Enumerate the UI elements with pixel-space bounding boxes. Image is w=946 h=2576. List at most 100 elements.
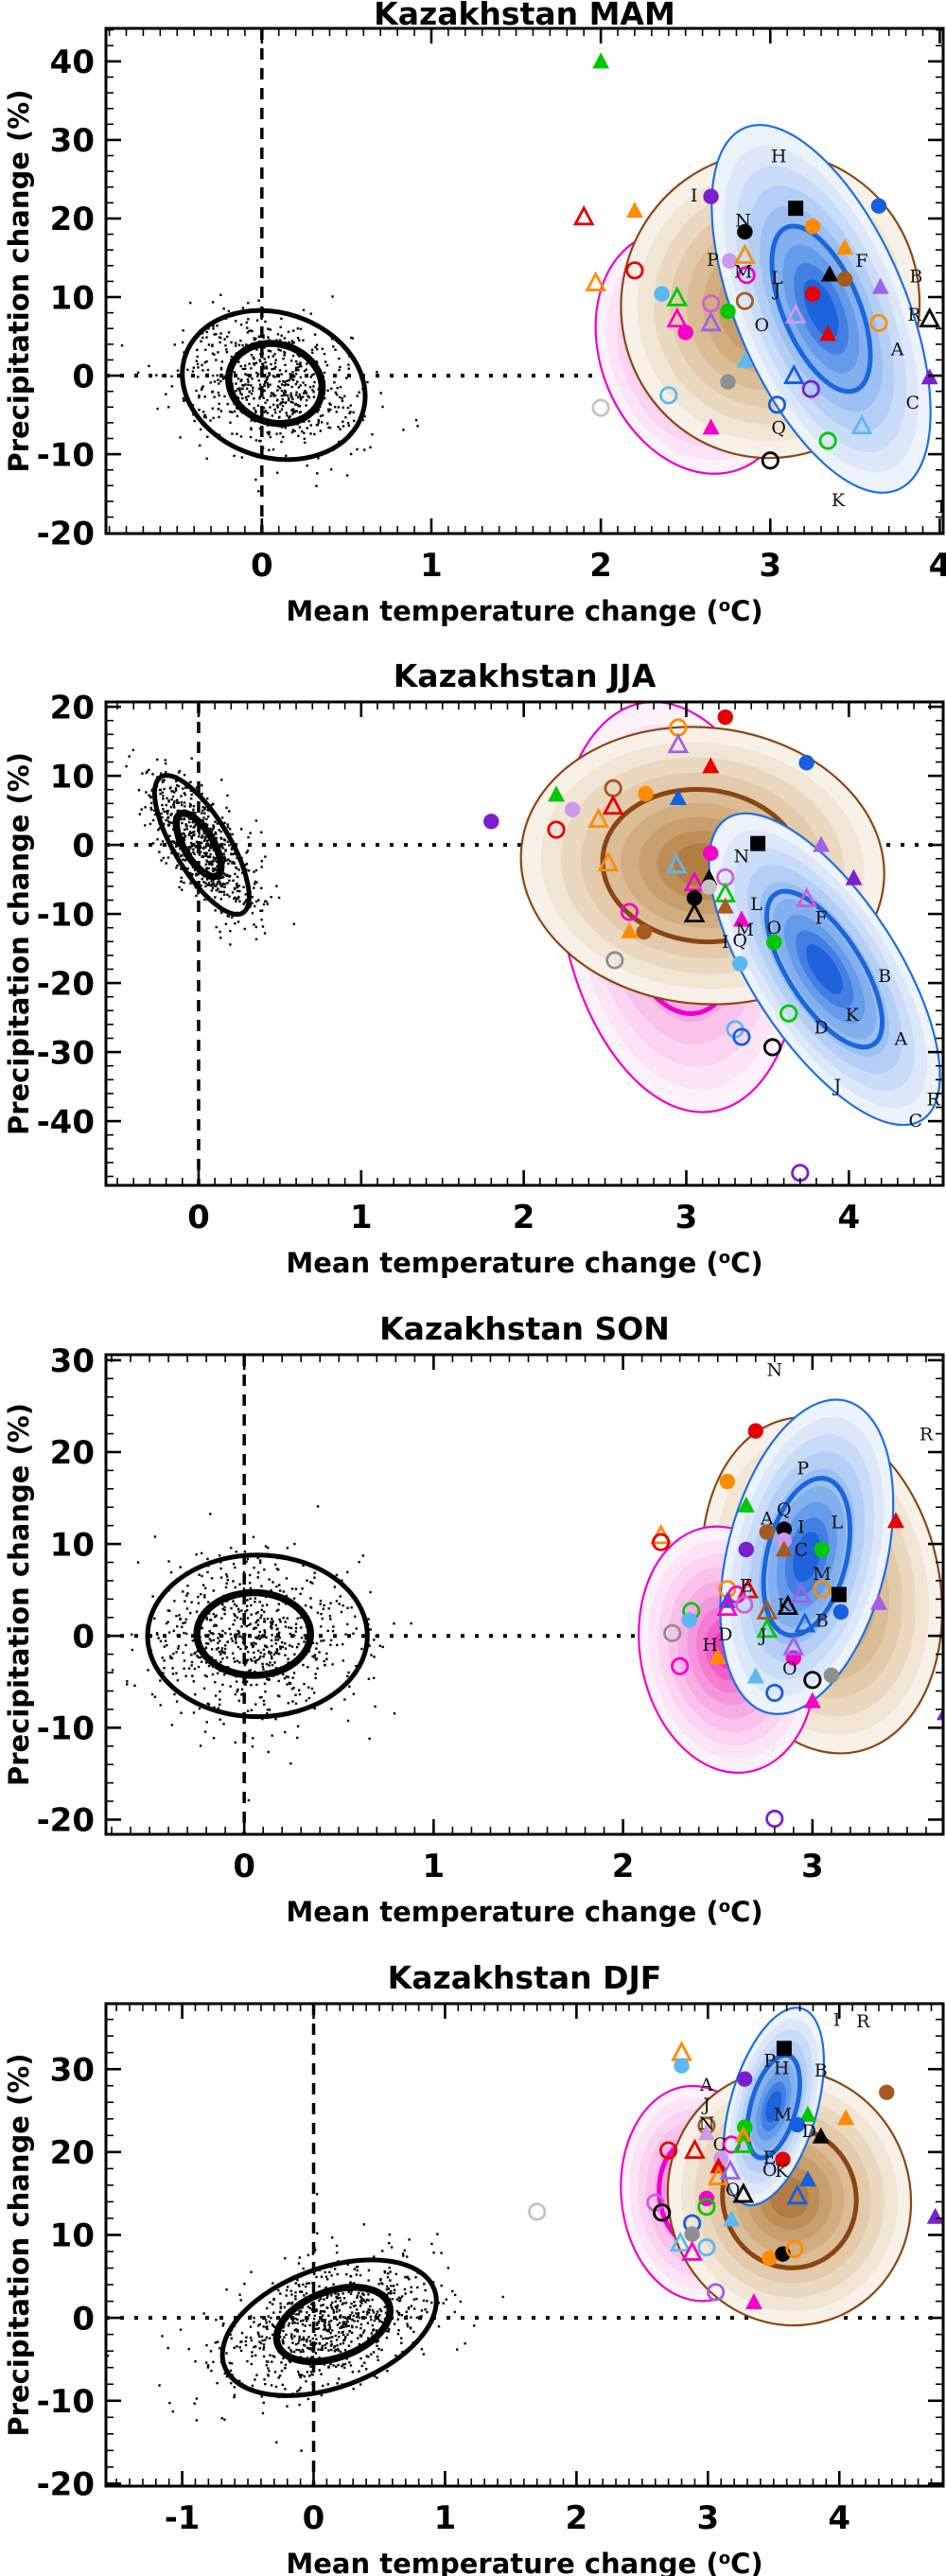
y-axis-label: Precipitation change (%) [3,2053,35,2436]
model-letter-H: H [774,2058,790,2078]
y-tick-label: -10 [37,2383,95,2421]
model-marker-violet-triangle-open [667,732,690,754]
plot-area: N L F M O I Q BKD A J RC [107,703,942,1184]
ensemble-ellipse-blue [708,812,941,1127]
model-marker-blue-circle-open [767,395,787,414]
y-tick-label: 10 [50,279,95,317]
y-tick-label: -20 [37,2466,95,2504]
model-marker-black-circle-open [762,1038,782,1057]
model-marker-orange-triangle [621,921,639,938]
model-marker-sky-circle [681,1612,697,1628]
model-marker-blue-triangle [798,2170,816,2187]
y-axis-label: Precipitation change (%) [3,752,35,1135]
model-letter-D: D [814,1018,828,1039]
tick-labels: 0 1 2 3 4 -20 -10 0 10 20 30 40 [37,44,946,585]
x-tick-label: 1 [423,1848,446,1885]
model-marker-plum-triangle-open [784,303,807,324]
panel-title: Kazakhstan SON [379,1310,670,1347]
model-letter-B: B [815,1611,829,1632]
model-letter-Q: Q [726,2180,741,2200]
y-tick-label: 0 [72,358,95,395]
x-axis-label: Mean temperature change (oC) [286,2548,762,2576]
plot-area: A B C D F H I J K LM N O P Q R [107,29,942,533]
model-letter-O: O [782,1658,797,1679]
model-marker-blue-triangle [669,788,687,805]
model-marker-red-circle [775,2151,791,2167]
model-letter-N: N [766,1359,782,1380]
model-markers [483,709,863,1183]
y-tick-label: 30 [50,1342,95,1380]
model-letter-A: A [760,1509,774,1530]
model-marker-red-circle-open [652,1533,671,1551]
model-letter-P: P [797,1458,809,1479]
plot-area: I R PH B AJ M N D C EOK Q [107,2005,942,2485]
x-tick-label: 3 [759,547,781,585]
model-letter-I: I [691,185,698,206]
model-marker-brown-circle-open [735,291,754,310]
y-tick-label: -10 [37,896,95,934]
model-marker-orchid-circle-open [701,294,721,313]
model-marker-sky-triangle [736,351,754,368]
model-marker-violet-triangle-open [700,310,722,332]
model-marker-blue-triangle-open [794,1612,816,1633]
model-marker-magenta-triangle-open [666,307,689,328]
plot-kazakhstan-mam: A B C D F H I J K LM N O P Q R 0 1 2 3 4 -20 -10 0 10 20 30 40 Kaza… [3,0,946,627]
model-marker-gray-circle [720,374,736,390]
model-letter-K: K [775,2161,789,2182]
model-marker-red-circle-open [659,2141,678,2160]
model-marker-green-triangle [548,785,566,802]
model-letter-O: O [766,918,781,938]
model-marker-violet-triangle-open [782,1635,805,1656]
ensemble-ellipse-blue [710,124,932,494]
model-marker-orange-triangle-open [587,807,610,828]
x-axis-label: Mean temperature change (oC) [286,595,762,627]
x-tick-label: -1 [165,2499,201,2537]
model-marker-orange-triangle [836,238,854,255]
model-marker-brown-circle [636,923,653,940]
y-tick-label: 20 [50,1434,95,1472]
model-marker-blue-circle [798,755,815,771]
model-marker-black-square [831,1586,847,1603]
plot-area: N R P A QI L CM E K B J DH O [107,1356,942,1833]
model-marker-lightgray-circle [701,879,717,895]
model-marker-magenta-triangle [745,2292,762,2309]
model-letter-N: N [735,210,751,231]
model-letter-N: N [699,2113,715,2134]
y-tick-label: 0 [72,2300,95,2338]
observed-uncertainty-ellipse [193,1588,314,1679]
model-marker-blue-circle-open [765,1683,784,1703]
model-marker-blue-circle-open [732,1027,751,1046]
model-marker-violet-triangle-open [790,1583,813,1603]
observed-uncertainty-ellipse [145,1552,370,1720]
y-tick-label: 20 [50,201,95,238]
model-marker-black-triangle-open [919,307,940,328]
x-tick-label: 3 [801,1848,824,1885]
y-tick-label: -20 [37,1802,95,1840]
model-letter-Q: Q [732,931,747,952]
y-tick-label: 20 [50,2134,95,2172]
model-marker-green-circle-open [818,431,837,450]
x-tick-label: 1 [350,1199,373,1236]
model-marker-sky-triangle-open [850,413,873,435]
model-marker-purple-triangle [937,1709,942,1721]
y-tick-label: 40 [50,44,95,81]
model-marker-magenta-triangle [702,418,720,435]
y-axis-label: Precipitation change (%) [3,89,35,472]
model-marker-magenta-circle-open [671,1656,690,1675]
x-tick-label: 3 [675,1199,698,1236]
y-tick-label: 0 [72,1618,95,1656]
observed-uncertainty-ellipse [272,2284,394,2366]
observed-scatter-cloud [120,293,419,493]
x-tick-label: 0 [303,2499,325,2537]
model-marker-plum-circle [564,801,581,818]
y-tick-label: -30 [37,1034,95,1072]
x-tick-label: 2 [612,1848,635,1885]
model-marker-magenta-circle-open [620,902,639,921]
model-marker-orange-circle [638,785,654,802]
model-marker-orchid-triangle-open [796,886,817,907]
model-marker-green-circle [814,1541,831,1558]
model-marker-sky-circle [654,286,670,302]
model-letter-B: B [909,266,922,287]
model-letter-D: D [802,2121,816,2142]
